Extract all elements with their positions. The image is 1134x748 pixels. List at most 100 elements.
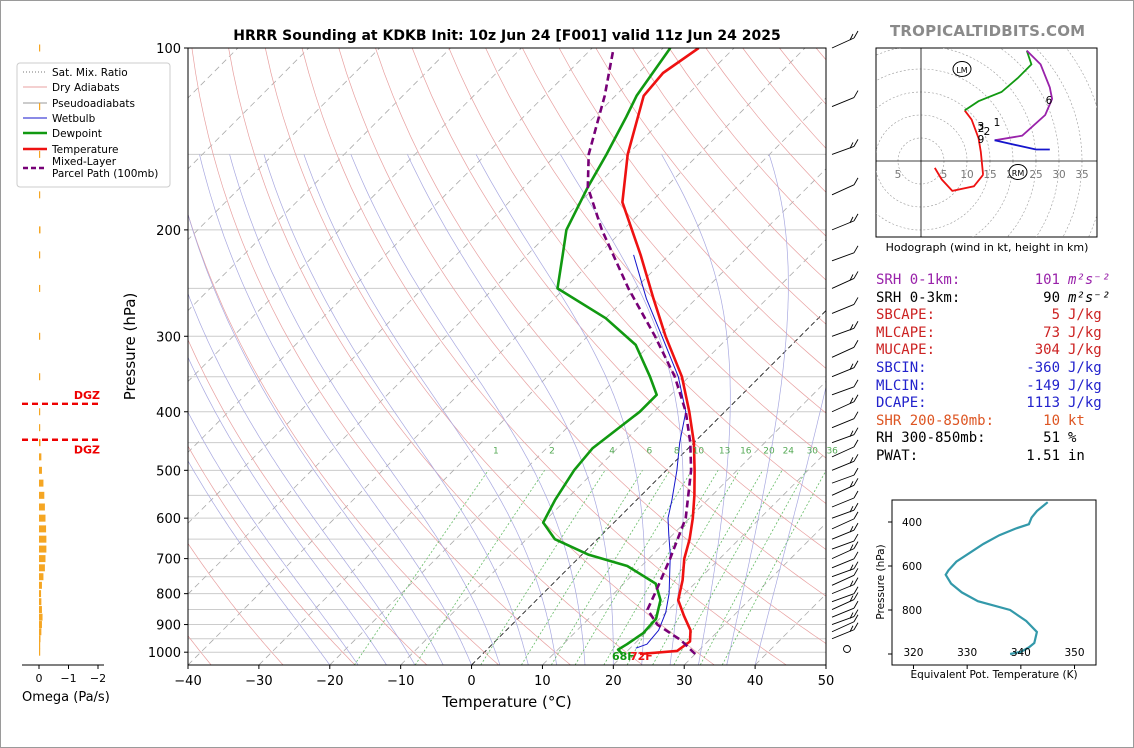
stat-label: MLCIN:	[876, 377, 927, 394]
legend-box	[16, 62, 171, 188]
x-tick-label: 30	[676, 674, 693, 689]
mixing-ratio-line	[603, 470, 719, 665]
theta-e-x-tick-label: 350	[1065, 647, 1085, 659]
moist-adiabat-line	[475, 154, 646, 665]
stat-row: PWAT: 1.51 in	[876, 448, 1116, 466]
omega-bar	[39, 251, 41, 259]
moist-adiabat-line	[560, 154, 684, 665]
wind-barb	[831, 245, 859, 262]
omega-bar	[39, 621, 42, 629]
dry-adiabat-line	[595, 48, 826, 325]
stat-unit: m²s⁻²	[1068, 289, 1111, 306]
hodograph-ring-label: 25	[1029, 169, 1042, 181]
hodograph-segment	[934, 167, 984, 192]
moist-adiabat-line	[188, 460, 331, 665]
wind-barb	[831, 522, 859, 540]
omega-bar	[39, 373, 41, 381]
legend-label: Sat. Mix. Ratio	[52, 67, 128, 79]
mixing-ratio-label: 10	[693, 447, 705, 457]
mixing-ratio-label: 24	[783, 447, 795, 457]
stat-value: -360	[1026, 359, 1060, 376]
omega-bar	[39, 514, 46, 522]
hodograph-height-label: 2	[984, 126, 991, 138]
stat-row: SRH 0-3km: 90 m²s⁻²	[876, 290, 1116, 308]
series-wetbulb	[633, 254, 687, 649]
omega-bar	[39, 525, 47, 533]
wind-barb	[831, 561, 859, 578]
series-mixed-layer	[586, 48, 697, 655]
legend-label: Mixed-Layer Parcel Path (100mb)	[52, 156, 158, 180]
omega-bar	[39, 408, 41, 416]
dry-adiabat-line	[448, 48, 826, 505]
omega-bar	[39, 535, 47, 543]
hodograph-ring-label: 5	[895, 169, 902, 181]
omega-bar	[39, 103, 41, 111]
moist-adiabat-line	[350, 154, 586, 665]
stat-unit: %	[1068, 430, 1077, 447]
moist-adiabat-line	[188, 356, 387, 665]
y-tick-label: 200	[156, 224, 181, 239]
dry-adiabat-line	[411, 48, 826, 550]
stat-unit: J/kg	[1068, 359, 1102, 376]
moist-adiabat-line	[229, 154, 501, 665]
omega-bar	[39, 573, 44, 581]
y-tick-label: 100	[156, 42, 181, 57]
omega-bar	[39, 628, 42, 636]
dry-adiabat-line	[558, 48, 826, 369]
hodograph-segment	[963, 109, 984, 175]
legend-label: Wetbulb	[52, 113, 96, 125]
stat-unit: J/kg	[1068, 395, 1102, 412]
dry-adiabat-line	[188, 445, 356, 665]
stat-label: SBCAPE:	[876, 307, 936, 324]
theta-e-y-tick-label: 400	[902, 517, 922, 529]
mixing-ratio-label: 13	[719, 447, 730, 457]
omega-bar	[39, 44, 41, 52]
theta-e-plot	[944, 501, 1049, 656]
hodograph-height-label: 6	[1046, 95, 1053, 107]
isotherm-line	[683, 522, 826, 665]
omega-tick-label: 0	[36, 672, 43, 685]
omega-bar	[39, 648, 41, 656]
theta-e-x-tick-label: 330	[957, 647, 977, 659]
isotherm-line	[471, 309, 826, 665]
hodograph-height-label: 2	[978, 123, 985, 135]
dry-adiabat-line	[188, 213, 499, 665]
stat-row: DCAPE: 1113 J/kg	[876, 395, 1116, 413]
stat-label: RH 300-850mb:	[876, 430, 986, 447]
mixing-ratio-label: 30	[807, 447, 819, 457]
dry-adiabat-line	[301, 48, 787, 665]
dry-adiabat-line	[338, 48, 826, 645]
mixing-ratio-label: 2	[549, 447, 555, 457]
chart-title: HRRR Sounding at KDKB Init: 10z Jun 24 […	[233, 28, 781, 44]
mixing-ratio-line	[626, 470, 740, 665]
stat-row: MLCIN: -149 J/kg	[876, 378, 1116, 396]
stat-row: SBCAPE: 5 J/kg	[876, 307, 1116, 325]
legend-label: Temperature	[51, 144, 119, 156]
y-tick-label: 300	[156, 330, 181, 345]
wind-barb	[831, 609, 859, 625]
stat-unit: J/kg	[1068, 307, 1102, 324]
moist-adiabat-line	[199, 154, 472, 665]
hodograph-ring-label: 15	[983, 169, 996, 181]
stat-label: PWAT:	[876, 447, 919, 464]
mixing-ratio-line	[480, 470, 606, 665]
hodograph-height-label: 9	[978, 134, 985, 146]
omega-bar	[39, 424, 41, 432]
theta-e-y-tick-label: 600	[902, 561, 922, 573]
stat-value: 5	[1051, 307, 1060, 324]
right-mover-label: RM	[1012, 169, 1025, 178]
mixing-ratio-line	[521, 470, 643, 665]
y-tick-label: 400	[156, 406, 181, 421]
wind-barb	[831, 511, 859, 530]
x-tick-label: 50	[818, 674, 835, 689]
wind-barb	[831, 568, 859, 586]
wind-barb	[831, 586, 859, 603]
mixing-ratio-line	[414, 470, 546, 665]
x-tick-label: 40	[747, 674, 764, 689]
wind-barb	[831, 340, 859, 358]
mixing-ratio-line	[699, 470, 807, 665]
x-tick-label: −10	[387, 674, 414, 689]
wind-barb	[831, 439, 859, 458]
omega-bar	[39, 613, 43, 621]
